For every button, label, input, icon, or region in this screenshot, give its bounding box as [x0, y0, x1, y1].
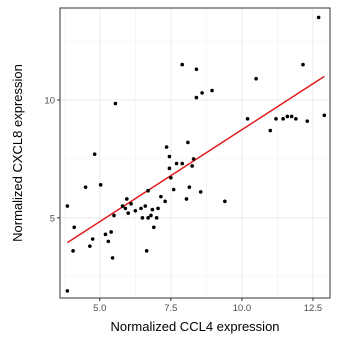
plot-border: [59, 7, 331, 299]
data-point: [146, 188, 150, 193]
data-point: [186, 140, 190, 145]
data-point: [126, 211, 131, 215]
data-point: [143, 204, 148, 208]
data-point: [149, 213, 153, 218]
data-point: [289, 114, 294, 119]
data-point: [88, 244, 92, 248]
data-point: [90, 237, 95, 241]
data-point: [164, 145, 169, 149]
data-point: [112, 213, 116, 218]
data-point: [301, 62, 305, 67]
data-point: [83, 185, 88, 189]
y-tick-label: 10: [44, 95, 55, 106]
data-point: [71, 249, 75, 253]
data-point: [159, 194, 163, 199]
x-axis-title: Normalized CCL4 expression: [110, 319, 279, 334]
data-point: [65, 204, 70, 208]
data-point: [169, 175, 173, 180]
data-point: [305, 119, 310, 123]
data-point: [174, 161, 179, 166]
data-point: [180, 62, 185, 67]
data-point: [151, 225, 156, 230]
data-point: [103, 232, 108, 237]
data-point: [285, 114, 290, 119]
data-point: [123, 206, 128, 211]
data-point: [184, 197, 189, 201]
data-point: [156, 206, 160, 211]
data-point: [98, 183, 103, 187]
data-point: [124, 197, 129, 201]
data-point: [187, 185, 192, 189]
data-point: [129, 201, 133, 206]
data-point: [154, 216, 159, 220]
data-point: [194, 67, 199, 72]
data-point: [139, 206, 143, 211]
data-point: [316, 15, 321, 20]
data-points: [65, 15, 327, 293]
x-tick-label: 5.0: [93, 303, 106, 314]
x-axis-ticks: 5.0 7.5 10.0 12.5: [93, 298, 322, 314]
x-tick-label: 10.0: [233, 303, 252, 314]
data-point: [198, 190, 203, 194]
data-point: [110, 256, 115, 260]
data-point: [140, 216, 145, 220]
x-tick-label: 7.5: [164, 303, 177, 314]
data-point: [294, 117, 298, 121]
y-axis-title: Normalized CXCL8 expression: [10, 64, 25, 242]
data-point: [167, 166, 172, 171]
plot-panel: [60, 8, 330, 298]
data-point: [146, 216, 150, 220]
data-point: [190, 164, 194, 168]
regression-line-group: [66, 75, 325, 244]
data-point: [163, 199, 167, 204]
data-point: [171, 187, 176, 192]
data-point: [65, 289, 70, 293]
data-point: [274, 117, 278, 121]
data-point: [268, 128, 273, 133]
data-point: [120, 204, 125, 208]
regression-line: [66, 75, 325, 244]
y-axis-ticks: 5 10: [44, 95, 60, 224]
x-tick-label: 12.5: [304, 303, 323, 314]
data-point: [144, 249, 149, 253]
data-point: [194, 95, 199, 100]
data-point: [191, 157, 196, 161]
data-point: [133, 208, 138, 213]
y-tick-label: 5: [50, 213, 55, 224]
data-point: [223, 199, 227, 204]
data-point: [210, 88, 214, 93]
data-point: [167, 154, 172, 159]
data-point: [281, 117, 285, 121]
data-point: [113, 101, 118, 106]
data-point: [150, 207, 155, 212]
data-point: [72, 225, 77, 230]
data-point: [322, 113, 327, 118]
data-point: [92, 152, 97, 156]
data-point: [106, 239, 111, 244]
data-point: [200, 91, 204, 95]
data-point: [180, 161, 185, 166]
data-point: [254, 76, 258, 81]
data-point: [109, 230, 113, 234]
data-point: [245, 117, 250, 121]
